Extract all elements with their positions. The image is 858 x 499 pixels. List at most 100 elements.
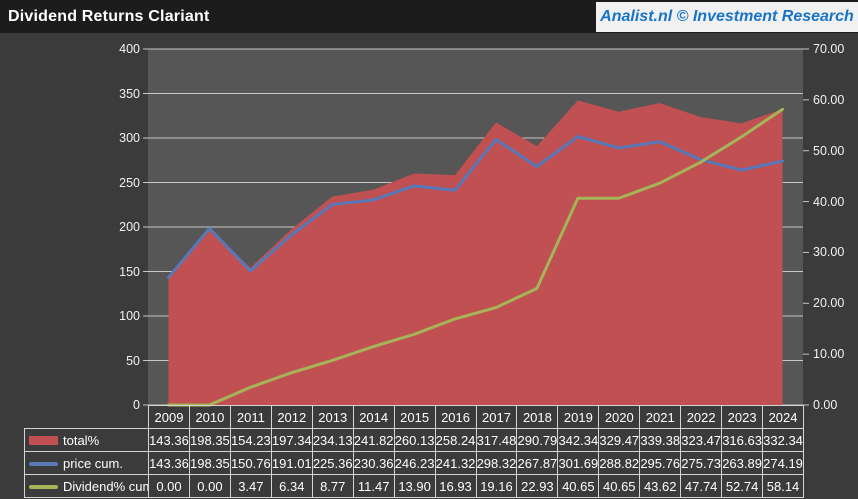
- left-axis-label: 300: [119, 131, 140, 145]
- value-cell: 6.34: [270, 474, 313, 498]
- value-cell: 150.76: [229, 451, 272, 475]
- legend-swatch-icon: [29, 484, 58, 489]
- year-header-cell: 2024: [762, 405, 804, 429]
- value-cell: 198.35: [188, 428, 231, 452]
- year-header-cell: 2013: [311, 405, 354, 429]
- legend-swatch-icon: [29, 436, 58, 446]
- value-cell: 323.47: [680, 428, 723, 452]
- value-cell: 43.62: [639, 474, 682, 498]
- value-cell: 258.24: [434, 428, 477, 452]
- year-header-cell: 2020: [598, 405, 641, 429]
- title-bar: Dividend Returns Clariant Analist.nl © I…: [0, 0, 858, 33]
- brand-text: Analist.nl © Investment Research: [600, 8, 854, 25]
- year-header-cell: 2023: [721, 405, 764, 429]
- value-cell: 47.74: [680, 474, 723, 498]
- value-cell: 191.01: [270, 451, 313, 475]
- legend-cell: Dividend% cum.: [24, 474, 149, 498]
- value-cell: 40.65: [557, 474, 600, 498]
- left-axis-label: 350: [119, 86, 140, 101]
- value-cell: 197.34: [270, 428, 313, 452]
- right-axis-label: 60.00: [813, 92, 845, 107]
- table-row: price cum. 143.36 198.35 150.76 191.01 225.36…: [24, 451, 804, 475]
- value-cell: 13.90: [393, 474, 436, 498]
- value-cell: 0.00: [188, 474, 231, 498]
- value-cell: 329.47: [598, 428, 641, 452]
- plot-area: [148, 49, 803, 405]
- value-cell: 295.76: [639, 451, 682, 475]
- value-cell: 241.82: [352, 428, 395, 452]
- value-cell: 11.47: [352, 474, 395, 498]
- value-cell: 290.79: [516, 428, 559, 452]
- left-axis-label: 50: [126, 353, 140, 368]
- legend-cell: total%: [24, 428, 149, 452]
- value-cell: 16.93: [434, 474, 477, 498]
- value-cell: 288.82: [598, 451, 641, 475]
- table-corner: [25, 406, 149, 429]
- series-label: price cum.: [63, 456, 123, 472]
- year-header-cell: 2009: [148, 405, 190, 429]
- value-cell: 154.23: [229, 428, 272, 452]
- year-header-cell: 2015: [393, 405, 436, 429]
- right-axis-label: 70.00: [813, 42, 845, 56]
- year-header-cell: 2014: [352, 405, 395, 429]
- value-cell: 58.14: [762, 474, 804, 498]
- year-header-cell: 2011: [229, 405, 272, 429]
- right-axis-label: 30.00: [813, 245, 845, 260]
- year-header-cell: 2019: [557, 405, 600, 429]
- right-axis-label: 40.00: [813, 194, 845, 209]
- value-cell: 260.13: [393, 428, 436, 452]
- table-row: Dividend% cum. 0.00 0.00 3.47 6.34 8.77 11.47 1…: [24, 474, 804, 498]
- legend-swatch-icon: [29, 461, 58, 466]
- value-cell: 230.36: [352, 451, 395, 475]
- brand-box: Analist.nl © Investment Research: [596, 2, 858, 32]
- left-axis-label: 400: [119, 42, 140, 56]
- value-cell: 234.13: [311, 428, 354, 452]
- left-axis-label: 250: [119, 175, 140, 190]
- value-cell: 339.38: [639, 428, 682, 452]
- value-cell: 22.93: [516, 474, 559, 498]
- left-axis-label: 0: [133, 398, 140, 412]
- page-title: Dividend Returns Clariant: [8, 7, 210, 25]
- value-cell: 316.63: [721, 428, 764, 452]
- value-cell: 317.48: [475, 428, 518, 452]
- year-header-cell: 2012: [270, 405, 313, 429]
- value-cell: 246.23: [393, 451, 436, 475]
- value-cell: 298.32: [475, 451, 518, 475]
- value-cell: 198.35: [188, 451, 231, 475]
- value-cell: 241.32: [434, 451, 477, 475]
- year-header-cell: 2022: [680, 405, 723, 429]
- table-row: total% 143.36 198.35 154.23 197.34 234.13 241.…: [24, 428, 804, 452]
- value-cell: 19.16: [475, 474, 518, 498]
- value-cell: 52.74: [721, 474, 764, 498]
- value-cell: 0.00: [148, 474, 190, 498]
- value-cell: 225.36: [311, 451, 354, 475]
- value-cell: 274.19: [762, 451, 804, 475]
- year-header-cell: 2017: [475, 405, 518, 429]
- value-cell: 40.65: [598, 474, 641, 498]
- value-cell: 3.47: [229, 474, 272, 498]
- value-cell: 143.36: [148, 451, 190, 475]
- value-cell: 8.77: [311, 474, 354, 498]
- series-label: total%: [63, 433, 100, 449]
- year-header-cell: 2010: [188, 405, 231, 429]
- year-header-cell: 2016: [434, 405, 477, 429]
- right-axis-label: 10.00: [813, 347, 845, 362]
- value-cell: 263.89: [721, 451, 764, 475]
- right-axis-label: 50.00: [813, 143, 845, 158]
- value-cell: 267.87: [516, 451, 559, 475]
- year-header-cell: 2021: [639, 405, 682, 429]
- year-header-row: 2009 2010 2011 2012 2013 2014 2015 2016 2017 2018…: [25, 405, 804, 429]
- legend-cell: price cum.: [24, 451, 149, 475]
- left-axis-label: 150: [119, 264, 140, 279]
- value-cell: 342.34: [557, 428, 600, 452]
- value-cell: 143.36: [148, 428, 190, 452]
- value-cell: 275.73: [680, 451, 723, 475]
- left-axis-label: 200: [119, 220, 140, 234]
- left-axis-label: 100: [119, 309, 140, 323]
- right-axis-label: 20.00: [813, 296, 845, 311]
- right-axis-label: 0.00: [813, 398, 838, 412]
- year-header-cell: 2018: [516, 405, 559, 429]
- value-cell: 301.69: [557, 451, 600, 475]
- data-table: 2009 2010 2011 2012 2013 2014 2015 2016 2017 2018…: [24, 405, 804, 498]
